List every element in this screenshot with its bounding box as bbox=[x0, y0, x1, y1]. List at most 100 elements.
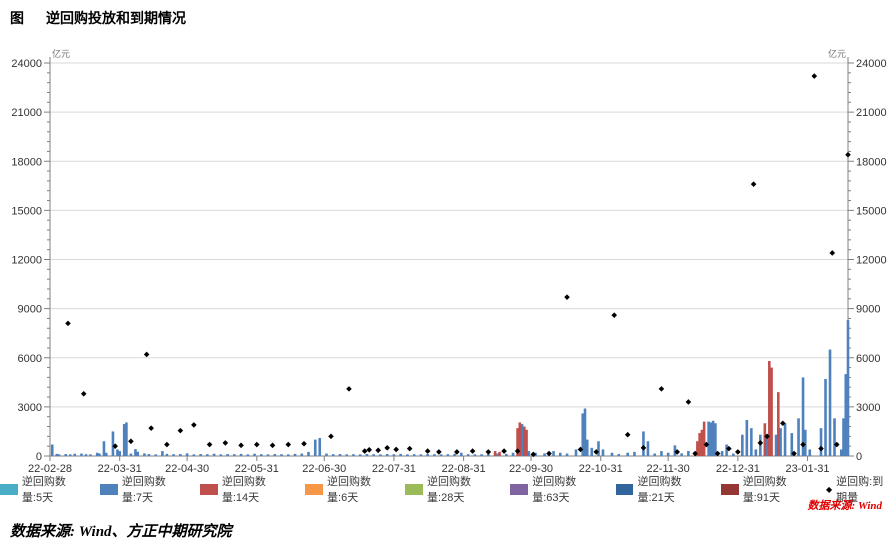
repo-bar bbox=[266, 454, 270, 456]
repo-bar bbox=[765, 436, 769, 456]
x-tick-label: 22-05-31 bbox=[235, 463, 279, 475]
y-tick-label: 12000 bbox=[856, 255, 887, 267]
repo-bar bbox=[801, 377, 805, 456]
repo-bar bbox=[399, 453, 402, 456]
repo-bar bbox=[558, 452, 562, 456]
maturity-point bbox=[577, 446, 584, 453]
repo-bar bbox=[165, 453, 169, 456]
repo-bar bbox=[358, 454, 362, 456]
legend-swatch bbox=[720, 483, 739, 495]
repo-bar bbox=[711, 420, 715, 456]
repo-bar bbox=[626, 452, 630, 456]
maturity-point bbox=[301, 440, 307, 447]
figure-title-text: 逆回购投放和到期情况 bbox=[46, 10, 186, 26]
legend-swatch bbox=[615, 483, 634, 495]
maturity-point bbox=[829, 250, 836, 256]
repo-bar bbox=[610, 452, 614, 456]
repo-bar bbox=[516, 428, 519, 456]
maturity-point bbox=[530, 451, 537, 458]
repo-bar bbox=[487, 454, 490, 456]
reverse-repo-chart: 0 0 3000 3000 6000 6000 9000 9000 12000 12000 1500… bbox=[0, 46, 894, 476]
maturity-point bbox=[222, 440, 229, 446]
maturity-point bbox=[65, 320, 71, 327]
legend-label: 逆回购数量:14天 bbox=[221, 476, 266, 504]
repo-bar bbox=[352, 454, 355, 456]
maturity-point bbox=[546, 450, 552, 457]
y-tick-label: 9000 bbox=[856, 304, 880, 316]
maturity-point bbox=[361, 448, 368, 454]
maturity-point bbox=[726, 445, 732, 452]
repo-bar bbox=[828, 349, 832, 456]
unit-label-left: 亿元 bbox=[52, 48, 70, 59]
repo-bar bbox=[161, 451, 164, 456]
x-tick-label: 22-08-31 bbox=[442, 463, 486, 475]
repo-bar bbox=[64, 454, 68, 456]
maturity-point bbox=[757, 440, 764, 446]
repo-bar bbox=[212, 453, 216, 456]
repo-bar bbox=[680, 453, 683, 456]
y-tick-label: 21000 bbox=[856, 107, 887, 119]
repo-bar bbox=[493, 451, 497, 456]
repo-bar bbox=[754, 449, 758, 456]
repo-bar bbox=[365, 454, 369, 456]
maturity-point bbox=[845, 151, 851, 158]
repo-bar bbox=[779, 428, 782, 456]
repo-bar bbox=[642, 431, 645, 456]
repo-bar bbox=[172, 454, 175, 456]
repo-bar bbox=[55, 453, 59, 456]
maturity-point bbox=[328, 433, 334, 440]
maturity-point bbox=[406, 445, 413, 452]
chart-legend: 逆回购数量:5天 逆回购数量:7天 逆回购数量:14天 逆回购数量:6天 逆回购数量:2… bbox=[0, 473, 894, 505]
repo-bar bbox=[714, 423, 717, 456]
maturity-point bbox=[564, 294, 570, 300]
repo-bar bbox=[104, 452, 108, 456]
maturity-point bbox=[514, 448, 521, 454]
repo-bar bbox=[590, 447, 594, 456]
repo-bar bbox=[246, 454, 250, 456]
repo-bar bbox=[797, 418, 800, 456]
repo-bar bbox=[125, 422, 128, 456]
maturity-point bbox=[191, 422, 197, 428]
legend-item: ◆ 逆回购:到期量 bbox=[826, 473, 894, 505]
repo-bar bbox=[763, 423, 767, 456]
repo-bar bbox=[709, 422, 713, 456]
maturity-point bbox=[818, 445, 824, 452]
repo-bar bbox=[543, 453, 546, 456]
repo-bar bbox=[118, 451, 121, 456]
chart-canvas: 0 0 3000 3000 6000 6000 9000 9000 12000 12000 1500… bbox=[11, 48, 887, 475]
maturity-point bbox=[164, 441, 170, 448]
maturity-point bbox=[393, 446, 399, 453]
repo-bar bbox=[89, 454, 92, 456]
maturity-point bbox=[750, 181, 757, 187]
y-tick-label: 6000 bbox=[18, 353, 42, 365]
maturity-point bbox=[112, 443, 118, 449]
maturity-point bbox=[269, 442, 276, 449]
repo-bar bbox=[473, 454, 477, 456]
repo-bar bbox=[790, 433, 794, 456]
repo-bar bbox=[57, 454, 61, 456]
y-tick-label: 6000 bbox=[856, 353, 880, 365]
repo-bar bbox=[154, 454, 157, 456]
y-tick-label: 18000 bbox=[11, 156, 42, 168]
maturity-point bbox=[143, 351, 150, 358]
x-tick-label: 22-04-30 bbox=[165, 463, 209, 475]
figure-label: 图 bbox=[10, 10, 24, 26]
legend-item: 逆回购数量:5天 bbox=[0, 473, 86, 505]
repo-bar bbox=[505, 453, 508, 456]
repo-bar bbox=[673, 445, 677, 456]
repo-bar bbox=[480, 454, 483, 456]
maturity-point bbox=[674, 449, 680, 455]
y-tick-label: 3000 bbox=[856, 402, 880, 414]
maturity-point bbox=[714, 450, 721, 457]
maturity-point bbox=[436, 449, 442, 455]
maturity-point bbox=[148, 425, 154, 431]
repo-bar bbox=[646, 441, 650, 456]
repo-bar bbox=[260, 454, 263, 456]
repo-bar bbox=[687, 451, 690, 456]
repo-bar bbox=[518, 422, 522, 456]
repo-bar bbox=[707, 421, 710, 456]
data-source-text: 数据来源: Wind、方正中期研究院 bbox=[10, 524, 232, 540]
repo-bar bbox=[808, 449, 812, 456]
repo-bar bbox=[338, 454, 342, 456]
maturity-point bbox=[177, 427, 184, 434]
